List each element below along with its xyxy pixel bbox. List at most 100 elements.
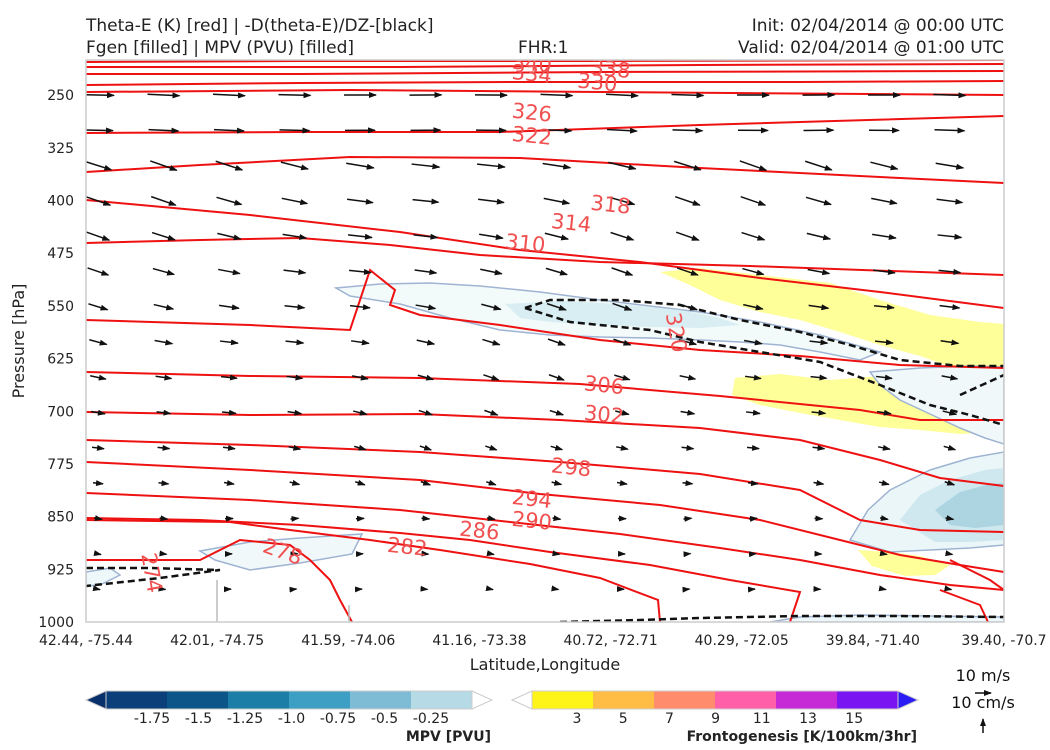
wind-vector bbox=[606, 127, 638, 134]
wind-vector bbox=[938, 268, 962, 275]
wind-vector bbox=[416, 339, 436, 346]
title-line-2: Fgen [filled] | MPV (PVU) [filled] bbox=[86, 38, 354, 58]
theta-e-contour-label: 334 bbox=[511, 60, 553, 88]
wind-vector bbox=[740, 195, 767, 206]
wind-vector bbox=[155, 374, 173, 381]
wind-vector bbox=[876, 409, 892, 416]
wind-vector bbox=[284, 304, 306, 311]
colorbar-segment bbox=[289, 691, 351, 709]
wind-vector bbox=[92, 480, 104, 487]
wind-vector bbox=[872, 269, 896, 275]
wind-vector bbox=[485, 585, 494, 592]
plot-background bbox=[86, 60, 1004, 622]
init-time: Init: 02/04/2014 @ 00:00 UTC bbox=[752, 16, 1004, 36]
wind-vector bbox=[813, 480, 825, 486]
colorbar-extend-high bbox=[897, 690, 920, 710]
mpv-colorbar-tick: -1.25 bbox=[227, 711, 263, 727]
theta-e-contour bbox=[939, 589, 989, 622]
wind-vector bbox=[872, 233, 897, 240]
x-tick-label: 41.59, -74.06 bbox=[301, 633, 395, 649]
wind-vector bbox=[86, 92, 115, 99]
wind-vector bbox=[679, 374, 697, 381]
wind-vector bbox=[742, 267, 765, 276]
wind-vector bbox=[741, 231, 766, 241]
colorbar-extend-low bbox=[510, 690, 533, 710]
wind-vector bbox=[223, 480, 235, 486]
wind-vector bbox=[485, 444, 498, 451]
wind-vector bbox=[278, 92, 312, 99]
wind-vector bbox=[677, 303, 699, 311]
wind-vector bbox=[91, 444, 105, 451]
theta-e-contour bbox=[86, 371, 1004, 421]
wind-vector bbox=[611, 267, 634, 276]
theta-e-contour-label: 310 bbox=[504, 229, 546, 257]
wind-vector bbox=[672, 127, 704, 134]
wind-vector bbox=[222, 444, 236, 451]
wind-vector bbox=[88, 303, 109, 311]
wind-vector bbox=[418, 409, 434, 416]
wind-vector bbox=[678, 339, 698, 346]
wind-vector bbox=[219, 339, 239, 346]
mpv-colorbar-title: MPV [PVU] bbox=[406, 729, 491, 745]
frontogenesis-colorbar: 3 5 7 9 11 13 15 bbox=[510, 690, 920, 727]
wind-vector bbox=[486, 479, 497, 486]
wind-vector bbox=[221, 409, 237, 416]
wind-vector bbox=[674, 195, 701, 206]
fgen-region-lower bbox=[858, 550, 950, 576]
wind-vector bbox=[748, 515, 758, 522]
wind-vector bbox=[804, 160, 833, 171]
theta-e-contour-label: 294 bbox=[511, 485, 553, 513]
wind-vector bbox=[547, 338, 566, 346]
y-tick-label: 925 bbox=[47, 562, 74, 578]
wind-vector bbox=[673, 160, 702, 171]
wind-vector bbox=[286, 374, 304, 381]
theta-e-contour bbox=[86, 519, 661, 622]
y-tick-label: 700 bbox=[47, 404, 74, 420]
wind-vector bbox=[148, 127, 180, 134]
wind-vector bbox=[480, 268, 503, 276]
fgen-colorbar-tick: 5 bbox=[619, 711, 628, 727]
wind-vector bbox=[478, 198, 505, 205]
wind-vector bbox=[605, 92, 639, 99]
wind-vector bbox=[421, 550, 430, 557]
wind-vector bbox=[810, 374, 828, 381]
mpv-colorbar-tick: -1.0 bbox=[278, 711, 305, 727]
colorbar-segment bbox=[228, 691, 290, 709]
wind-vector bbox=[944, 585, 953, 592]
plot-frame bbox=[85, 59, 1005, 623]
fgen-colorbar-title: Frontogenesis [K/100km/3hr] bbox=[687, 729, 917, 745]
wind-vector bbox=[936, 198, 964, 205]
theta-e-contour-label: 298 bbox=[550, 453, 592, 481]
wind-vector bbox=[548, 374, 565, 381]
wind-vector bbox=[616, 480, 628, 486]
wind-vector bbox=[551, 585, 560, 592]
wind-vector bbox=[812, 444, 826, 451]
wind-vector bbox=[93, 550, 102, 557]
wind-vector bbox=[419, 444, 433, 451]
x-axis-label: Latitude,Longitude bbox=[470, 655, 621, 674]
theta-e-contour-label: 318 bbox=[589, 191, 631, 219]
wind-vector bbox=[549, 409, 565, 416]
wind-vector bbox=[675, 231, 700, 241]
wind-vector bbox=[86, 195, 112, 206]
wind-vector bbox=[147, 92, 181, 99]
wind-vector bbox=[415, 304, 437, 311]
wind-vector bbox=[809, 339, 829, 346]
mpv-colorbar-tick: -0.5 bbox=[371, 711, 398, 727]
quiver-key-vertical-label: 10 cm/s bbox=[951, 693, 1015, 712]
theta-e-contour-label: 290 bbox=[511, 507, 553, 535]
wind-vector bbox=[943, 444, 957, 451]
theta-e-contour bbox=[86, 517, 802, 622]
wind-vector bbox=[609, 196, 636, 206]
wind-vector bbox=[743, 303, 764, 311]
x-tick-label: 41.16, -73.38 bbox=[432, 633, 526, 649]
wind-vector bbox=[484, 409, 499, 416]
fgen-region-upper bbox=[660, 268, 1004, 380]
wind-vector bbox=[878, 479, 890, 486]
dthetae-contour bbox=[524, 306, 1004, 427]
wind-vector bbox=[871, 197, 898, 206]
wind-vector bbox=[283, 269, 307, 275]
wind-vector bbox=[940, 339, 960, 346]
y-tick-label: 325 bbox=[47, 141, 74, 157]
